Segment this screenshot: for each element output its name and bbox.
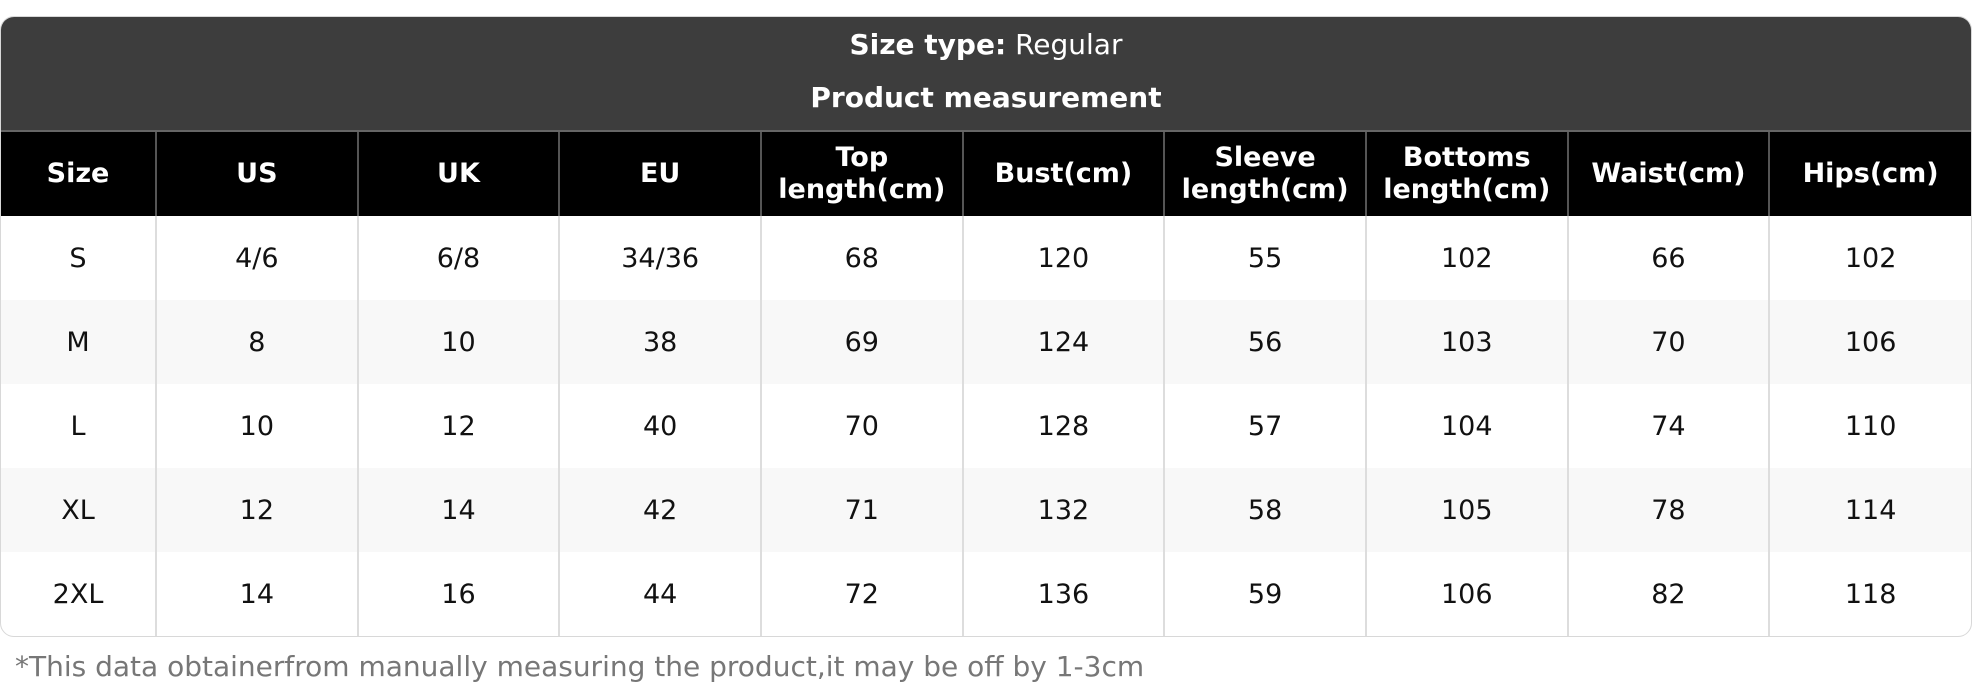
table-cell: 71 bbox=[759, 468, 963, 552]
table-row: 2XL 14 16 44 72 136 59 106 82 118 bbox=[1, 552, 1971, 636]
table-cell: L bbox=[70, 410, 86, 442]
table-cell: 105 bbox=[1364, 468, 1568, 552]
table-cell: 102 bbox=[1364, 216, 1568, 300]
table-cell: 70 bbox=[1566, 300, 1770, 384]
table-cell: 72 bbox=[759, 552, 963, 636]
table-cell: 128 bbox=[961, 384, 1165, 468]
table-cell: XL bbox=[1, 468, 156, 552]
table-cell: 55 bbox=[1163, 216, 1366, 300]
table-cell: 124 bbox=[961, 300, 1165, 384]
table-cell: 102 bbox=[1768, 216, 1971, 300]
table-cell: 120 bbox=[961, 216, 1165, 300]
column-header: Size bbox=[1, 132, 156, 216]
measurement-table: Size US UK EU Top length(cm) Bust(cm) Sleeve l… bbox=[1, 132, 1971, 636]
table-cell: 82 bbox=[1566, 552, 1770, 636]
table-cell: 56 bbox=[1163, 300, 1366, 384]
table-cell: 4/6 bbox=[155, 216, 358, 300]
table-row: XL 12 14 42 71 132 58 105 78 114 bbox=[1, 468, 1971, 552]
table-cell: 58 bbox=[1163, 468, 1366, 552]
column-header: Bust(cm) bbox=[961, 132, 1165, 216]
table-cell: 106 bbox=[1768, 300, 1971, 384]
table-cell: 42 bbox=[558, 468, 761, 552]
table-cell: 44 bbox=[558, 552, 761, 636]
chart-header: Size type: Regular Product measurement bbox=[1, 17, 1971, 132]
table-cell: 110 bbox=[1768, 384, 1971, 468]
table-cell: 70 bbox=[759, 384, 963, 468]
column-header: Bottoms length(cm) bbox=[1364, 132, 1568, 216]
table-cell: 14 bbox=[356, 468, 560, 552]
footnote: *This data obtainerfrom manually measuri… bbox=[15, 650, 1145, 683]
table-cell: 132 bbox=[961, 468, 1165, 552]
size-type-value: Regular bbox=[1015, 28, 1123, 61]
table-cell: 38 bbox=[558, 300, 761, 384]
table-cell: 136 bbox=[961, 552, 1165, 636]
table-cell: 14 bbox=[155, 552, 358, 636]
column-header: Top length(cm) bbox=[759, 132, 963, 216]
table-cell: 57 bbox=[1163, 384, 1366, 468]
table-cell: 10 bbox=[356, 300, 560, 384]
table-row: L 10 12 40 70 128 57 104 74 110 bbox=[1, 384, 1971, 468]
column-header: EU bbox=[558, 132, 761, 216]
table-row: M 8 10 38 69 124 56 103 70 106 bbox=[1, 300, 1971, 384]
table-cell: M bbox=[1, 300, 156, 384]
table-row: S 4/6 6/8 34/36 68 120 55 102 66 102 bbox=[1, 216, 1971, 300]
size-type: Size type: Regular bbox=[1, 17, 1971, 73]
header-row: Size US UK EU Top length(cm) Bust(cm) Sleeve l… bbox=[1, 132, 1971, 216]
table-cell: 12 bbox=[356, 384, 560, 468]
table-cell: 69 bbox=[759, 300, 963, 384]
table-cell: 59 bbox=[1163, 552, 1366, 636]
size-type-label: Size type: bbox=[849, 28, 1007, 61]
column-header: UK bbox=[356, 132, 560, 216]
table-cell: 78 bbox=[1566, 468, 1770, 552]
table-cell: 106 bbox=[1364, 552, 1568, 636]
table-cell: 2XL bbox=[52, 578, 104, 610]
table-cell: 40 bbox=[558, 384, 761, 468]
column-header: Sleeve length(cm) bbox=[1163, 132, 1366, 216]
table-cell: S bbox=[69, 242, 87, 274]
table-cell: 66 bbox=[1566, 216, 1770, 300]
table-cell: 6/8 bbox=[356, 216, 560, 300]
table-cell: 68 bbox=[759, 216, 963, 300]
table-cell: 74 bbox=[1566, 384, 1770, 468]
table-cell: 12 bbox=[155, 468, 358, 552]
table-cell: 104 bbox=[1364, 384, 1568, 468]
table-cell: 118 bbox=[1768, 552, 1971, 636]
size-chart: Size type: Regular Product measurement S… bbox=[0, 16, 1972, 637]
column-header: US bbox=[155, 132, 358, 216]
subtitle: Product measurement bbox=[810, 81, 1162, 114]
table-cell: 8 bbox=[155, 300, 358, 384]
table-cell: 114 bbox=[1768, 468, 1971, 552]
table-cell: 16 bbox=[356, 552, 560, 636]
column-header: Waist(cm) bbox=[1566, 132, 1770, 216]
table-cell: 34/36 bbox=[558, 216, 761, 300]
table-cell: 103 bbox=[1364, 300, 1568, 384]
column-header: Hips(cm) bbox=[1768, 132, 1971, 216]
table-cell: 10 bbox=[155, 384, 358, 468]
